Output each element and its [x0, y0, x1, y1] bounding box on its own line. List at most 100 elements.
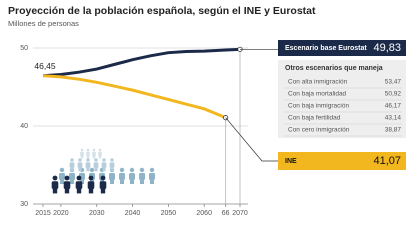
person-icon — [110, 167, 114, 172]
person-icon — [98, 151, 102, 156]
y-tick-label: 40 — [20, 123, 28, 130]
person-icon — [92, 155, 96, 159]
chart-subtitle: Millones de personas — [8, 19, 79, 28]
person-icon — [89, 167, 95, 173]
person-icon — [101, 162, 107, 168]
person-icon — [69, 162, 75, 168]
person-icon — [129, 167, 135, 173]
person-icon — [86, 167, 90, 172]
person-icon — [70, 158, 74, 162]
person-icon — [86, 155, 90, 159]
person-icon — [60, 179, 64, 184]
person-icon — [140, 179, 144, 184]
y-tick-label: 50 — [20, 45, 28, 52]
scenario-value: 50,92 — [385, 91, 402, 98]
value-box — [278, 40, 406, 56]
x-tick-label: 66 — [222, 210, 230, 217]
scenario-name: Con cero inmigración — [288, 127, 350, 134]
data-label: 49,83 — [373, 42, 401, 54]
person-icon — [88, 175, 94, 181]
scenarios-panel — [278, 60, 406, 138]
x-tick-label: 2060 — [196, 210, 212, 217]
person-icon — [109, 173, 115, 180]
person-icon — [98, 155, 102, 159]
x-tick-label: 2050 — [161, 210, 177, 217]
x-tick-label: 2040 — [125, 210, 141, 217]
person-icon — [149, 173, 155, 180]
person-icon — [93, 162, 99, 168]
person-icon — [94, 167, 98, 172]
person-icon — [86, 151, 90, 156]
legend-label: INE — [285, 158, 297, 165]
person-icon — [100, 175, 106, 181]
x-tick-label: 2015 — [35, 210, 51, 217]
x-tick-label: 2070 — [232, 210, 248, 217]
person-icon — [109, 162, 115, 168]
scenario-name: Con baja inmigración — [288, 103, 349, 110]
person-icon — [76, 187, 82, 194]
person-icon — [98, 148, 102, 152]
value-box — [278, 152, 406, 170]
chart-title: Proyección de la población española, seg… — [8, 5, 316, 17]
person-icon — [102, 167, 106, 172]
person-icon — [52, 175, 58, 181]
data-label: 41,07 — [373, 155, 401, 167]
data-label: 46,45 — [34, 61, 56, 71]
scenario-value: 38,87 — [385, 127, 402, 134]
x-tick-label: 2030 — [89, 210, 105, 217]
person-icon — [102, 158, 106, 162]
legend-label: Escenario base Eurostat — [285, 45, 367, 52]
person-icon — [119, 167, 125, 173]
chart: Proyección de la población española, seg… — [8, 5, 406, 217]
person-icon — [64, 187, 70, 194]
person-icon — [80, 155, 84, 159]
person-icon — [100, 187, 106, 194]
person-icon — [69, 173, 75, 180]
person-icon — [85, 162, 91, 168]
person-icon — [86, 158, 90, 162]
person-icon — [94, 158, 98, 162]
person-icon — [139, 167, 145, 173]
person-icon — [76, 175, 82, 181]
person-icon — [119, 173, 125, 180]
person-icon — [80, 179, 84, 184]
person-icon — [129, 173, 135, 180]
person-icon — [78, 167, 82, 172]
person-icon — [110, 158, 114, 162]
series-line — [42, 74, 227, 120]
person-icon — [77, 162, 83, 168]
scenarios-title: Otros escenarios que maneja — [285, 65, 383, 72]
person-icon — [139, 173, 145, 180]
y-tick-label: 30 — [20, 201, 28, 208]
series-line — [42, 47, 241, 78]
person-icon — [80, 148, 84, 152]
person-icon — [87, 181, 95, 189]
person-icon — [99, 181, 107, 189]
person-icon — [59, 167, 65, 173]
person-icon — [52, 187, 58, 194]
scenario-name: Con alta inmigración — [288, 79, 348, 86]
scenario-value: 46,17 — [385, 103, 402, 110]
person-icon — [70, 179, 74, 184]
person-icon — [78, 158, 82, 162]
scenario-name: Con baja fertilidad — [288, 115, 341, 122]
leader-line — [225, 117, 278, 162]
person-icon — [86, 148, 90, 152]
person-icon — [88, 187, 94, 194]
person-icon — [130, 179, 134, 184]
person-icon — [149, 167, 155, 173]
person-icon — [92, 151, 96, 156]
person-icon — [59, 173, 65, 180]
person-icon — [75, 181, 83, 189]
person-icon — [150, 179, 154, 184]
person-icon — [110, 179, 114, 184]
person-icon — [120, 179, 124, 184]
person-icon — [80, 151, 84, 156]
x-tick-label: 2020 — [53, 210, 69, 217]
person-icon — [70, 167, 74, 172]
person-icon — [51, 181, 59, 189]
scenario-value: 43,14 — [385, 115, 402, 122]
person-icon — [63, 181, 71, 189]
person-icon — [92, 148, 96, 152]
person-icon — [64, 175, 70, 181]
